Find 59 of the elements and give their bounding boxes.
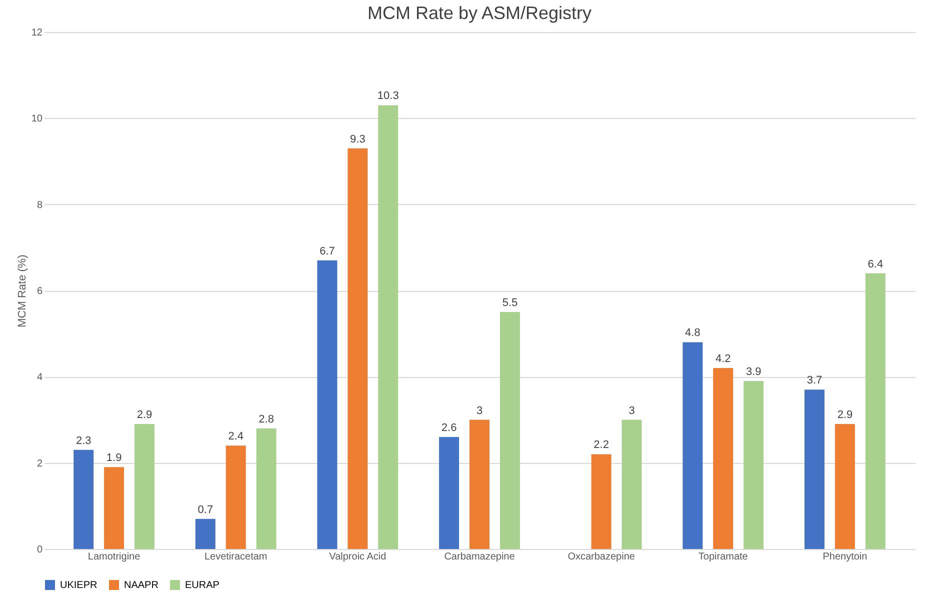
data-label: 3 xyxy=(628,404,635,417)
bar xyxy=(713,368,734,549)
bar xyxy=(74,450,94,549)
bar xyxy=(834,424,855,549)
bar xyxy=(744,380,764,549)
bar xyxy=(348,148,368,549)
y-tick-label: 6 xyxy=(36,286,43,297)
data-label: 4.2 xyxy=(715,353,731,366)
legend-label: UKIEPR xyxy=(60,580,98,591)
data-label: 10.3 xyxy=(377,90,399,102)
bar xyxy=(378,105,398,549)
data-label: 9.3 xyxy=(350,133,366,146)
x-tick-label: Oxcarbazepine xyxy=(568,552,636,562)
bar xyxy=(804,390,824,549)
x-tick-label: Topiramate xyxy=(698,552,748,562)
x-tick-label: Lamotrigine xyxy=(88,552,141,562)
bar xyxy=(256,428,276,549)
data-label: 6.4 xyxy=(868,258,884,270)
y-tick-label: 8 xyxy=(36,200,43,211)
x-tick-label: Levetiracetam xyxy=(204,552,268,562)
x-tick-label: Valproic Acid xyxy=(329,552,386,562)
data-label: 3 xyxy=(476,404,483,417)
x-tick-label: Phenytoin xyxy=(822,552,868,562)
y-tick-label: 2 xyxy=(36,458,43,470)
data-label: 5.5 xyxy=(502,297,518,310)
data-label: 2.3 xyxy=(76,434,92,447)
bar xyxy=(226,446,246,549)
x-tick-label: Carbamazepine xyxy=(444,552,516,562)
chart-title: MCM Rate by ASM/Registry xyxy=(367,3,592,23)
data-label: 1.9 xyxy=(106,452,122,464)
bar xyxy=(195,518,216,549)
data-label: 2.9 xyxy=(837,409,853,422)
bar xyxy=(470,420,490,549)
bar xyxy=(591,454,612,549)
bar xyxy=(682,342,703,549)
bar xyxy=(622,420,642,549)
bar xyxy=(439,436,460,549)
data-label: 2.6 xyxy=(441,422,457,434)
data-label: 2.2 xyxy=(594,439,609,452)
legend-label: NAAPR xyxy=(124,580,158,591)
data-label: 0.7 xyxy=(198,504,214,516)
bar xyxy=(134,424,154,549)
y-tick-label: 4 xyxy=(36,372,43,384)
y-tick-label: 10 xyxy=(31,114,43,125)
y-tick-label: 0 xyxy=(36,544,43,556)
y-axis-title: MCM Rate (%) xyxy=(16,254,28,328)
data-label: 2.9 xyxy=(136,409,152,422)
data-label: 2.4 xyxy=(228,430,244,443)
data-label: 4.8 xyxy=(685,327,700,340)
bar xyxy=(317,260,338,549)
y-tick-label: 12 xyxy=(31,28,43,38)
data-label: 3.9 xyxy=(746,366,762,378)
data-label: 2.8 xyxy=(258,413,274,426)
data-label: 3.7 xyxy=(806,374,822,387)
bar xyxy=(865,273,886,549)
data-label: 6.7 xyxy=(320,245,335,258)
bar xyxy=(500,312,520,549)
legend-label: EURAP xyxy=(185,580,220,591)
bar xyxy=(104,467,124,549)
